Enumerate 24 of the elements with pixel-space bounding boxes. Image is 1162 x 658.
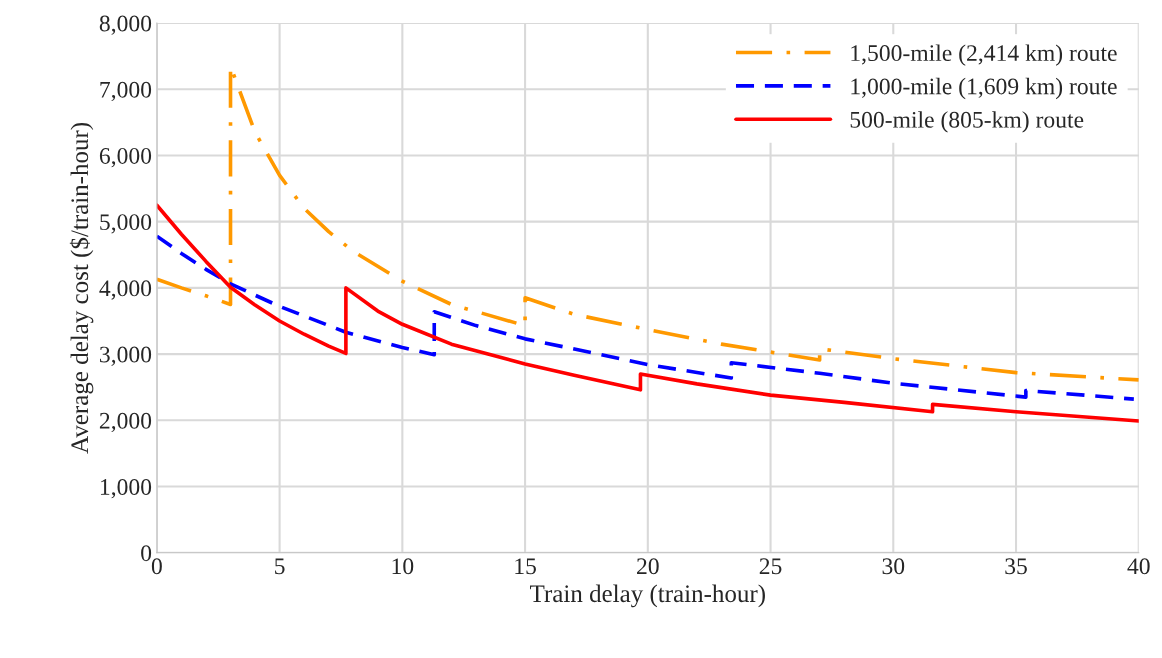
y-axis-title: Average delay cost ($/train-hour) [69,122,94,454]
x-tick-label: 40 [1127,558,1150,575]
y-tick-label: 6,000 [99,147,152,168]
y-tick-label: 0 [141,545,152,562]
y-tick-label: 1,000 [100,479,152,499]
y-tick-label: 4,000 [99,280,152,300]
legend-label: 1,000-mile (1,609 km) route [851,77,1117,100]
x-tick-label: 25 [759,558,782,575]
x-axis-title: Train delay (train-hour) [530,584,765,608]
line-series [156,203,1139,423]
line-series [156,234,1136,401]
y-tick-label: 3,000 [100,346,152,366]
x-tick-label: 10 [392,558,414,575]
x-tick-label: 35 [1005,558,1027,575]
x-tick-label: 30 [882,558,905,575]
legend-label: 500-mile (805-km) route [850,111,1084,133]
y-tick-label: 7,000 [100,81,152,102]
y-tick-label: 5,000 [100,214,152,234]
y-tick-label: 2,000 [99,412,152,433]
x-tick-label: 15 [515,558,536,575]
y-tick-label: 8,000 [99,15,152,35]
x-tick-label: 20 [637,558,659,575]
x-tick-label: 5 [275,558,285,575]
legend-label: 1,500-mile (2,414 km) route [851,44,1117,66]
